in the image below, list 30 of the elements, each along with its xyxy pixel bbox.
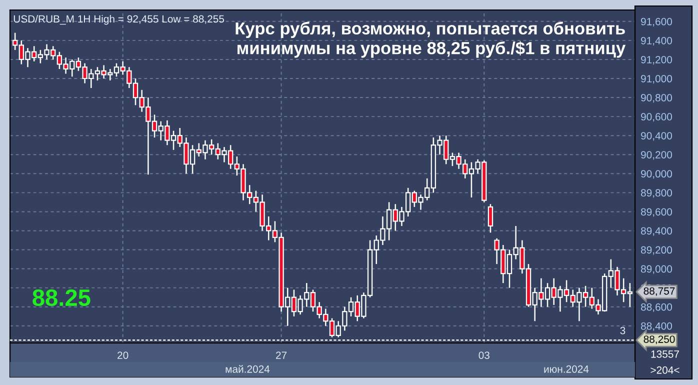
y-tick-label: 90,400 (641, 132, 672, 141)
x-tick-label: 20 (118, 352, 128, 359)
y-tick-label: 91,600 (641, 18, 672, 27)
y-tick-label: 90,800 (641, 94, 672, 103)
y-tick-label: 89,200 (641, 246, 672, 255)
ref-line-label: 88,250 (644, 336, 675, 344)
y-tick-label: 91,200 (641, 56, 672, 65)
y-tick-label: 90,600 (641, 113, 672, 122)
x-tick-label: 27 (276, 352, 287, 359)
y-tick-label: 89,000 (641, 265, 672, 274)
candlestick (488, 203, 494, 234)
y-tick-label: 88,400 (641, 322, 672, 331)
text: май.2024 (226, 364, 270, 373)
y-tick-label: 88,600 (641, 303, 672, 312)
text: 88,757 (644, 287, 675, 296)
text: >204< (650, 366, 680, 374)
text: Курс рубля, возможно, попытается обновить минимумы на уровне 88,25 руб./$1 в пятницу (236, 22, 626, 58)
x-tick-label: 03 (478, 352, 490, 359)
annotation: 88.25 (32, 289, 90, 306)
text: июн.2024 (544, 365, 589, 373)
y-tick-label: 89,600 (641, 208, 672, 217)
y-tick-label: 89,400 (641, 227, 672, 236)
text: 13557 (651, 350, 679, 358)
annotation: USD/RUB_M 1H High = 92,455 Low = 88,255 (14, 14, 224, 25)
y-tick-label: 91,400 (641, 36, 672, 46)
annotation: 3 (620, 326, 626, 334)
y-tick-label: 89,800 (641, 189, 672, 198)
y-tick-label: 90,000 (641, 170, 672, 179)
y-tick-label: 91,000 (641, 75, 672, 84)
y-tick-label: 90,200 (641, 151, 672, 160)
